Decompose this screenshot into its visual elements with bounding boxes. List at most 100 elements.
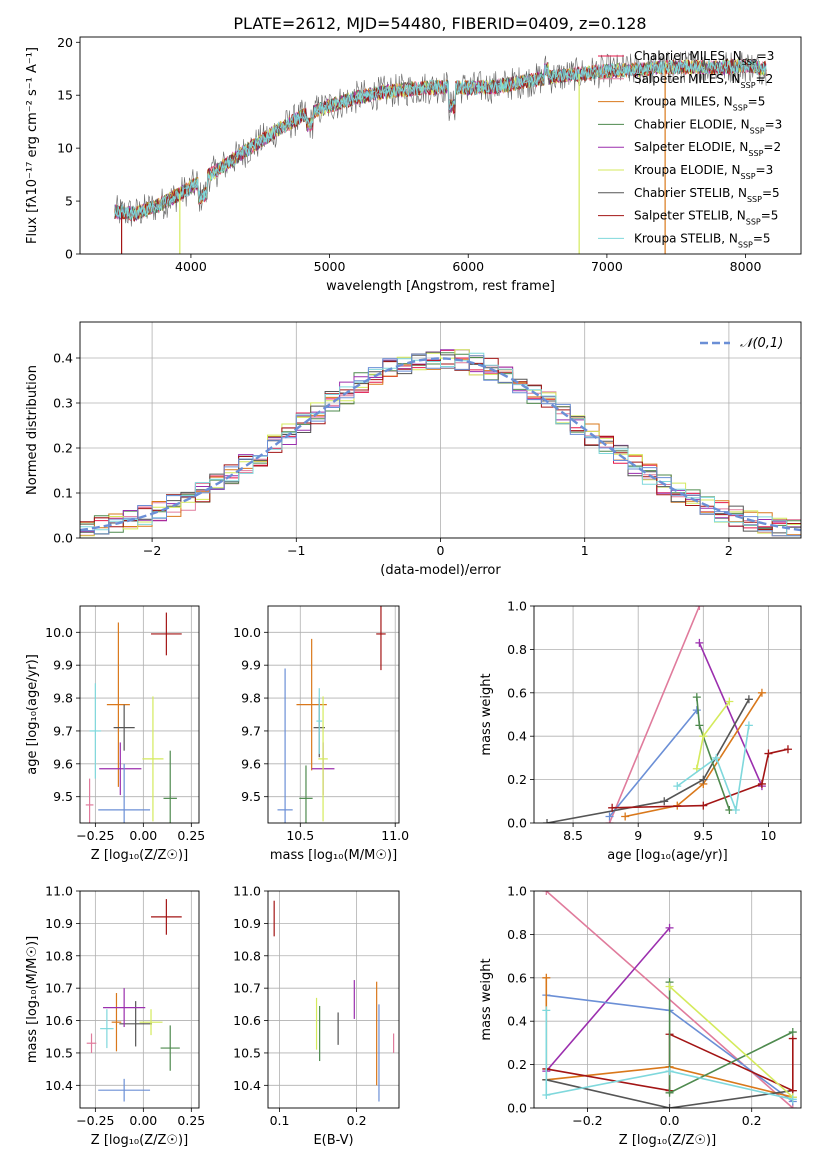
mass_vs_EBV-ytick-label: 10.5 — [233, 1045, 261, 1060]
age_vs_mass-xtick-label: 11.0 — [381, 828, 409, 843]
weight_vs_Z-panel: −0.2 0.0 0.2 0.0 0.2 0.4 0.6 0.8 1.0 Z [log₁₀(Z/Z… — [479, 884, 802, 1148]
age_vs_Z-ytick-label: 9.7 — [53, 723, 73, 738]
spectrum-ytick-label: 10 — [57, 141, 73, 156]
spectrum-xtick-label: 6000 — [452, 259, 484, 274]
residuals-xtick-label: 0 — [437, 543, 445, 558]
weight_vs_Z-xtick-label: −0.2 — [572, 1113, 602, 1128]
residuals-xtick-label: −2 — [143, 543, 161, 558]
mass-weight-line — [608, 709, 698, 818]
mass_vs_EBV-ytick-label: 10.9 — [233, 916, 261, 931]
residuals-xtick-label: 1 — [581, 543, 589, 558]
mass_vs_EBV-xtick-label: 0.1 — [270, 1113, 290, 1128]
spectrum-ylabel: Flux [fλ10⁻¹⁷ erg cm⁻² s⁻¹ A⁻¹] — [25, 47, 40, 244]
age_vs_mass-axes-frame — [267, 605, 400, 824]
age_vs_mass-ytick-label: 9.9 — [241, 658, 261, 673]
weight_vs_Z-ytick-label: 0.6 — [507, 970, 527, 985]
weight_vs_age-ytick-label: 1.0 — [507, 599, 527, 614]
age_vs_Z-xtick-label: −0.25 — [76, 828, 114, 843]
mass-weight-marker — [712, 753, 721, 762]
mass-weight-line — [545, 927, 671, 1072]
mass_vs_Z-panel: −0.25 0.00 0.25 10.4 10.5 10.6 10.7 10.8 10.9 11.… — [25, 884, 205, 1149]
spectrum-xtick-label: 8000 — [730, 259, 762, 274]
residuals-ytick-label: 0.0 — [53, 531, 73, 546]
residual-histogram-series — [80, 353, 801, 537]
age_vs_mass-ytick-label: 10.0 — [233, 625, 261, 640]
spectrum-legend-label: Salpeter STELIB, NSSP=5 — [634, 209, 778, 227]
spectrum-xtick-label: 5000 — [314, 259, 346, 274]
mass-weight-marker — [605, 812, 614, 821]
mass_vs_EBV-ytick-label: 10.8 — [233, 948, 261, 963]
mass-weight-marker — [699, 775, 708, 784]
mass-weight-marker — [542, 891, 551, 895]
mass_vs_Z-ytick-label: 10.8 — [45, 948, 73, 963]
weight_vs_Z-ytick-label: 1.0 — [507, 884, 527, 899]
spectrum-legend-label: Kroupa STELIB, NSSP=5 — [634, 231, 771, 249]
weight_vs_Z-xtick-label: 0.0 — [660, 1113, 680, 1128]
mass-weight-marker — [744, 721, 753, 730]
weight_vs_age-ytick-label: 0.8 — [507, 642, 527, 657]
mass-weight-marker — [542, 1006, 551, 1015]
spectrum-panel: 4000 5000 6000 7000 8000 0 5 10 15 20 wavelength [… — [25, 35, 802, 294]
age_vs_Z-ylabel: age [log₁₀(age/yr)] — [25, 654, 40, 775]
spectrum-legend-label: Chabrier STELIB, NSSP=5 — [634, 186, 780, 204]
weight_vs_Z-ylabel: mass weight — [479, 958, 494, 1040]
weight_vs_Z-ytick-label: 0.8 — [507, 927, 527, 942]
mass_vs_Z-ytick-label: 10.6 — [45, 1013, 73, 1028]
residuals-ytick-label: 0.2 — [53, 441, 73, 456]
mass-weight-line — [676, 725, 750, 814]
mass-weight-marker — [542, 973, 551, 982]
mass-weight-marker — [665, 1088, 674, 1097]
mass-weight-line — [625, 692, 763, 818]
mass_vs_EBV-xlabel: E(B-V) — [313, 1133, 353, 1148]
spectrum-ytick-label: 5 — [65, 194, 73, 209]
residuals-ytick-label: 0.3 — [53, 396, 73, 411]
mass_vs_EBV-ytick-label: 10.6 — [233, 1013, 261, 1028]
mass_vs_EBV-ytick-label: 10.7 — [233, 981, 261, 996]
mass-weight-marker — [621, 812, 630, 821]
weight_vs_age-xtick-label: 8.5 — [563, 828, 583, 843]
age_vs_Z-xtick-label: 0.00 — [129, 828, 157, 843]
mass-weight-marker — [543, 819, 552, 823]
spectrum-legend-label: Salpeter MILES, NSSP=2 — [634, 72, 773, 90]
residual-legend-label: 𝒩(0,1) — [740, 336, 783, 351]
mass-weight-marker — [788, 1095, 797, 1104]
age_vs_Z-ytick-label: 9.6 — [53, 756, 73, 771]
spectrum-plot-area — [114, 50, 767, 254]
spectrum-xlabel: wavelength [Angstrom, rest frame] — [326, 279, 555, 294]
mass_vs_Z-ytick-label: 10.5 — [45, 1045, 73, 1060]
mass-weight-line — [669, 985, 794, 1098]
age_vs_Z-ytick-label: 9.5 — [53, 789, 73, 804]
residuals-plot-area — [80, 322, 801, 538]
age_vs_mass-xtick-label: 10.5 — [286, 828, 314, 843]
mass-weight-marker — [665, 1104, 674, 1108]
weight_vs_age-ytick-label: 0.4 — [507, 729, 527, 744]
weight_vs_Z-ytick-label: 0.0 — [507, 1101, 527, 1116]
residuals-panel: −2 −1 0 1 2 0.0 0.1 0.2 0.3 0.4 (data-model)/error… — [25, 321, 802, 578]
residual-histogram-series — [80, 351, 801, 535]
age_vs_mass-xlabel: mass [log₁₀(M/M☉)] — [270, 848, 397, 863]
residual-histogram-series — [80, 352, 801, 537]
figure-title: PLATE=2612, MJD=54480, FIBERID=0409, z=0… — [233, 14, 646, 33]
mass-weight-marker — [757, 688, 766, 697]
spectrum-legend-label: Kroupa MILES, NSSP=5 — [634, 95, 765, 113]
weight_vs_age-ytick-label: 0.0 — [507, 816, 527, 831]
mass-weight-line — [608, 606, 701, 823]
weight_vs_age-xtick-label: 9.5 — [693, 828, 713, 843]
mass-weight-marker — [764, 749, 773, 758]
mass_vs_Z-ylabel: mass [log₁₀(M/M☉)] — [25, 936, 40, 1063]
weight_vs_Z-xlabel: Z [log₁₀(Z/Z☉)] — [619, 1133, 716, 1148]
mass-weight-marker — [660, 797, 669, 806]
spectrum-ytick-label: 0 — [65, 247, 73, 262]
weight_vs_age-ytick-label: 0.2 — [507, 772, 527, 787]
weight_vs_age-plot-area — [534, 606, 801, 823]
spectrum-legend-label: Chabrier MILES, NSSP=3 — [634, 49, 774, 67]
mass-weight-marker — [783, 745, 792, 754]
mass-weight-marker — [673, 782, 682, 791]
mass-weight-marker — [757, 779, 766, 788]
age_vs_mass-ytick-label: 9.7 — [241, 723, 261, 738]
age_vs_Z-ytick-label: 10.0 — [45, 625, 73, 640]
spectrum-legend-label: Kroupa ELODIE, NSSP=3 — [634, 163, 773, 181]
mass-weight-marker — [608, 803, 617, 812]
